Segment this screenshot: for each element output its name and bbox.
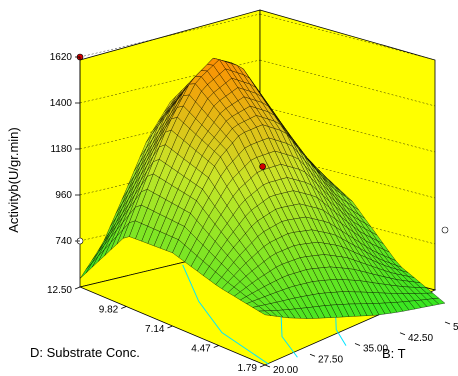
design-point (259, 163, 266, 170)
z-tick-label: 1180 (50, 144, 72, 155)
y-tick-mark (264, 364, 271, 368)
z-tick-label: 740 (55, 236, 72, 247)
x-tick-mark (167, 325, 173, 329)
axis-ticks: 740 960 1180 1400 1620 12.50 9.82 7.14 4.47 1.79 2… (47, 52, 458, 376)
design-point (441, 226, 449, 234)
contour-line (182, 264, 269, 365)
surface-cell (258, 310, 272, 316)
x-tick-mark (259, 364, 266, 368)
z-tick-label: 1620 (50, 52, 73, 63)
z-tick-label: 960 (55, 190, 72, 201)
y-tick-mark (399, 332, 406, 336)
y-tick-label: 20.00 (273, 365, 298, 376)
x-tick-label: 4.47 (191, 344, 211, 355)
z-tick-label: 1400 (50, 98, 73, 109)
x-tick-label: 1.79 (238, 363, 258, 374)
z-axis-title: Activityb(U/gr.min) (6, 127, 21, 232)
y-tick-label: 42.50 (408, 333, 433, 344)
x-axis-title: D: Substrate Conc. (30, 345, 140, 360)
y-tick-mark (444, 321, 451, 325)
y-tick-mark (309, 353, 316, 357)
x-tick-mark (74, 286, 81, 290)
z-gridline-left (79, 59, 261, 104)
y-tick-label: 27.50 (318, 354, 343, 365)
x-tick-label: 12.50 (47, 285, 72, 296)
y-tick-label: 35.00 (363, 344, 388, 355)
y-tick-label: 50.00 (453, 322, 458, 333)
y-axis-title: B: T (382, 346, 406, 361)
x-tick-mark (213, 345, 219, 348)
z-gridline-left (79, 13, 261, 58)
response-surface (79, 58, 446, 319)
x-tick-label: 7.14 (145, 324, 165, 335)
y-tick-mark (354, 343, 361, 346)
x-tick-label: 9.82 (99, 305, 119, 316)
x-tick-mark (121, 306, 127, 309)
